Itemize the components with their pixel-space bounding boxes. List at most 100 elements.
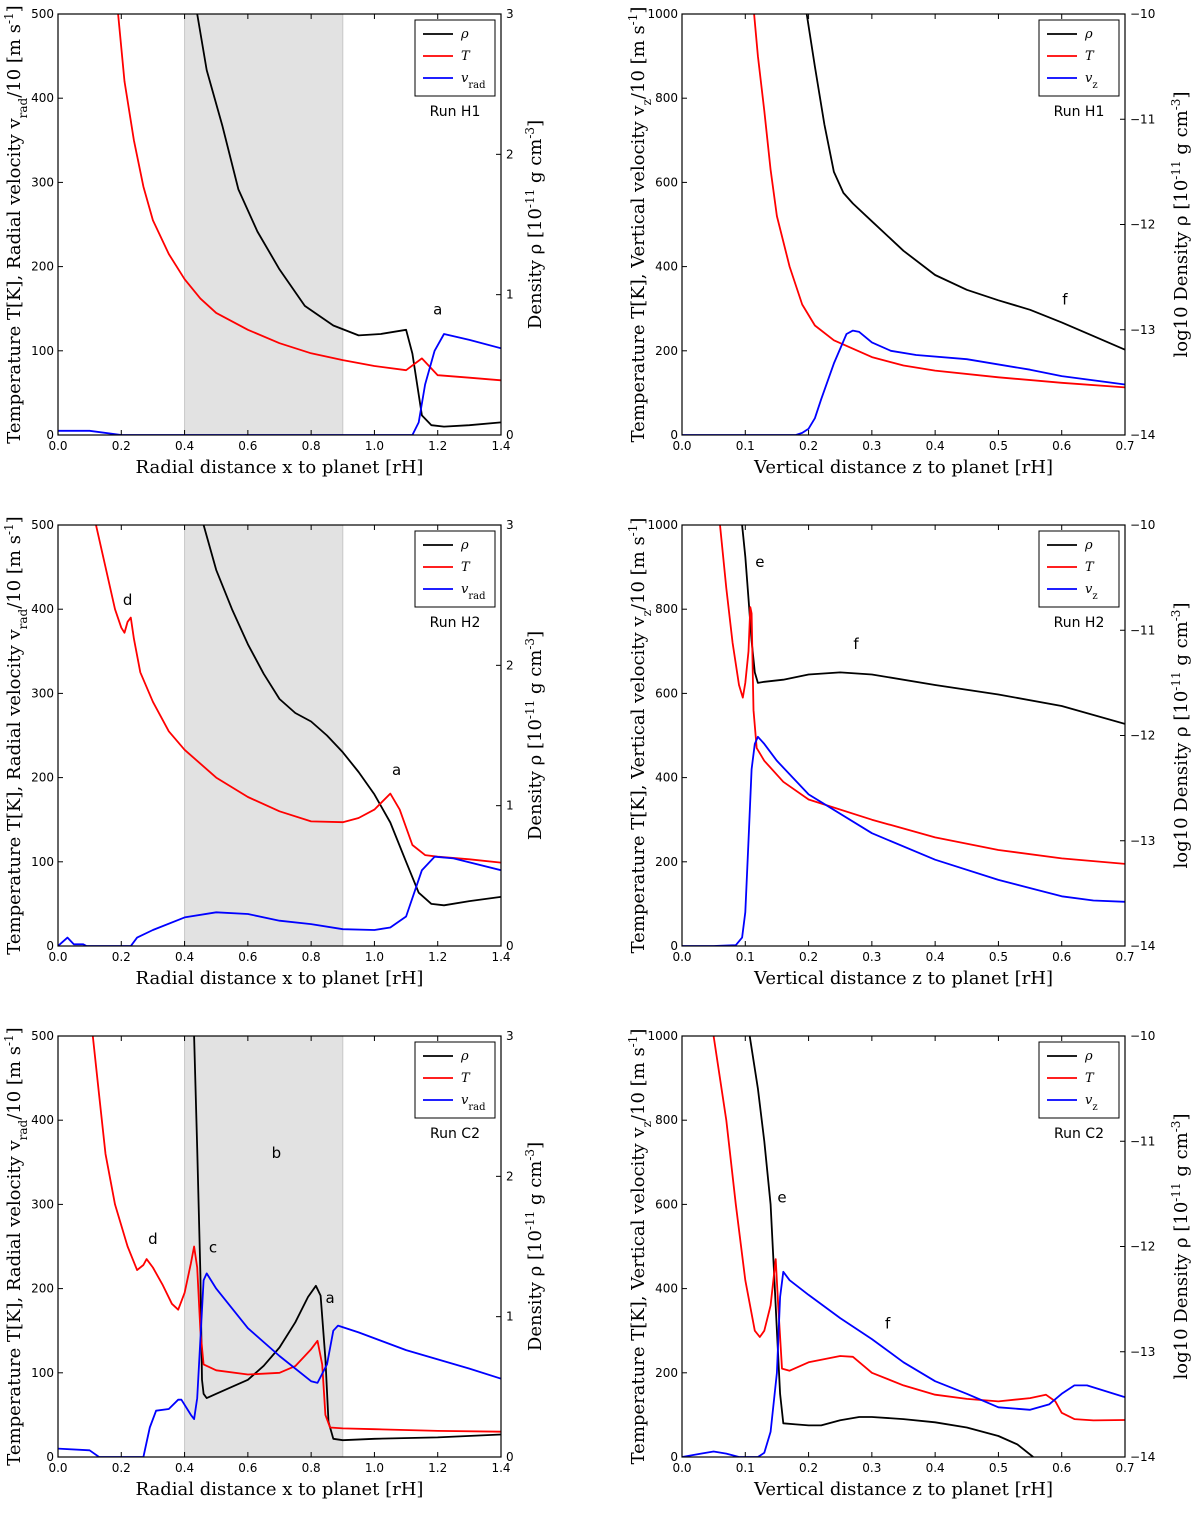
y2-tick-label: 0 (506, 939, 514, 953)
y-tick-label: 300 (31, 175, 54, 189)
x-tick-label: 0.1 (736, 1461, 755, 1475)
y-axis-label: Temperature T[K], Radial velocity vrad/1… (2, 1027, 30, 1465)
y-tick-label: 0 (670, 428, 678, 442)
y2-tick-label: −10 (1130, 518, 1155, 532)
y-tick-label: 500 (31, 7, 54, 21)
x-tick-label: 0.2 (799, 1461, 818, 1475)
legend-box (1038, 530, 1120, 608)
y2-tick-label: −14 (1130, 939, 1155, 953)
x-tick-label: 0.1 (736, 950, 755, 964)
y-tick-label: 100 (31, 855, 54, 869)
x-tick-label: 0.3 (862, 950, 881, 964)
x-axis-label: Vertical distance z to planet [rH] (753, 1479, 1053, 1500)
y-axis-label: Temperature T[K], Vertical velocity vz/1… (626, 518, 654, 954)
x-tick-label: 0.0 (672, 439, 691, 453)
y2-axis-label: log10 Density ρ [10-11 g cm-3] (1169, 603, 1192, 869)
series-line-rho (748, 1036, 1034, 1457)
panel-2-radial: 0.0 0.2 0.4 0.6 0.8 1.0 1.2 1.40100200300400500… (2, 516, 546, 989)
x-axis-label: Vertical distance z to planet [rH] (753, 968, 1053, 989)
x-tick-label: 0.8 (302, 439, 321, 453)
x-tick-label: 1.2 (428, 439, 447, 453)
legend-label: T (1085, 1071, 1095, 1086)
y2-tick-label: 2 (506, 147, 514, 161)
x-tick-label: 0.6 (1052, 950, 1071, 964)
legend-label: ρ (460, 27, 469, 42)
x-tick-label: 0.5 (989, 439, 1008, 453)
series-line-rho (193, 1036, 501, 1442)
x-tick-label: 0.8 (302, 950, 321, 964)
y2-tick-label: −11 (1130, 112, 1155, 126)
y-tick-label: 0 (46, 939, 54, 953)
series-line-temperature (719, 525, 1125, 865)
plot-frame (57, 524, 502, 947)
y-tick-label: 200 (655, 855, 678, 869)
x-tick-label: 1.4 (491, 439, 510, 453)
shaded-region (184, 1035, 344, 1458)
x-tick-label: 0.6 (1052, 439, 1071, 453)
legend-label: T (1085, 49, 1095, 64)
x-tick-label: 0.6 (238, 1461, 257, 1475)
x-tick-label: 0.3 (862, 439, 881, 453)
x-tick-label: 1.0 (365, 950, 384, 964)
series-group (682, 14, 1125, 435)
panel-2-vertical: 0.0 0.1 0.2 0.3 0.4 0.5 0.6 0.7 0 200 400 600 800 100… (626, 518, 1192, 989)
y2-tick-label: −14 (1130, 428, 1155, 442)
legend-label: ρ (1084, 27, 1093, 42)
run-label: Run H1 (1054, 104, 1105, 120)
x-tick-label: 0.0 (672, 1461, 691, 1475)
x-tick-label: 0.6 (1052, 1461, 1071, 1475)
x-tick-label: 1.4 (491, 950, 510, 964)
y-tick-label: 100 (31, 1366, 54, 1380)
series-line-velocity (682, 1270, 1125, 1457)
x-tick-label: 0.0 (48, 1461, 67, 1475)
plot-frame (57, 13, 502, 436)
series-line-rho (202, 525, 501, 907)
series-line-temperature (712, 1036, 1125, 1422)
y2-tick-label: −13 (1130, 1345, 1155, 1359)
y-tick-label: 0 (670, 1450, 678, 1464)
y2-tick-label: 2 (506, 1169, 514, 1183)
series-group (58, 14, 501, 435)
y-axis-label: Temperature T[K], Vertical velocity vz/1… (626, 7, 654, 443)
legend-label: vrad (461, 582, 486, 602)
series-line-temperature (95, 525, 501, 864)
run-label: Run H1 (430, 104, 481, 120)
series-line-velocity (682, 329, 1125, 435)
y-axis-label: Temperature T[K], Vertical velocity vz/1… (626, 1029, 654, 1465)
y2-axis-label: Density ρ [10-11 g cm-3] (523, 631, 546, 840)
y2-tick-label: 0 (506, 428, 514, 442)
y-tick-label: 400 (31, 91, 54, 105)
x-tick-label: 0.4 (926, 439, 945, 453)
y-tick-label: 0 (46, 1450, 54, 1464)
x-tick-label: 1.4 (491, 1461, 510, 1475)
x-tick-label: 0.7 (1115, 1461, 1134, 1475)
y-tick-label: 200 (655, 344, 678, 358)
y2-axis-label: Density ρ [10-11 g cm-3] (523, 120, 546, 329)
legend-box (414, 1041, 496, 1119)
annotation-label: a (433, 301, 442, 319)
panel-1-radial: 0.0 0.2 0.4 0.6 0.8 1.0 1.2 1.40100200300400500… (2, 5, 546, 478)
y-tick-label: 600 (655, 175, 678, 189)
y2-axis-label: log10 Density ρ [10-11 g cm-3] (1169, 92, 1192, 358)
legend-label: T (461, 560, 471, 575)
series-line-temperature (117, 14, 501, 382)
y-tick-label: 400 (655, 1282, 678, 1296)
x-tick-label: 0.2 (112, 950, 131, 964)
y2-tick-label: −10 (1130, 7, 1155, 21)
x-axis-label: Radial distance x to planet [rH] (136, 1479, 424, 1500)
annotation-label: a (392, 761, 401, 779)
y2-axis-label: log10 Density ρ [10-11 g cm-3] (1169, 1114, 1192, 1380)
y2-tick-label: 2 (506, 658, 514, 672)
panel-1-vertical: 0.0 0.1 0.2 0.3 0.4 0.5 0.6 0.7 0 200 400 600 800 100… (626, 7, 1192, 478)
legend-label: ρ (460, 538, 469, 553)
shaded-region (184, 524, 344, 947)
legend-label: T (461, 1071, 471, 1086)
x-tick-label: 0.7 (1115, 439, 1134, 453)
series-line-rho (805, 14, 1125, 351)
y2-tick-label: 3 (506, 7, 514, 21)
legend-label: vz (1085, 582, 1098, 602)
y2-tick-label: −11 (1130, 623, 1155, 637)
